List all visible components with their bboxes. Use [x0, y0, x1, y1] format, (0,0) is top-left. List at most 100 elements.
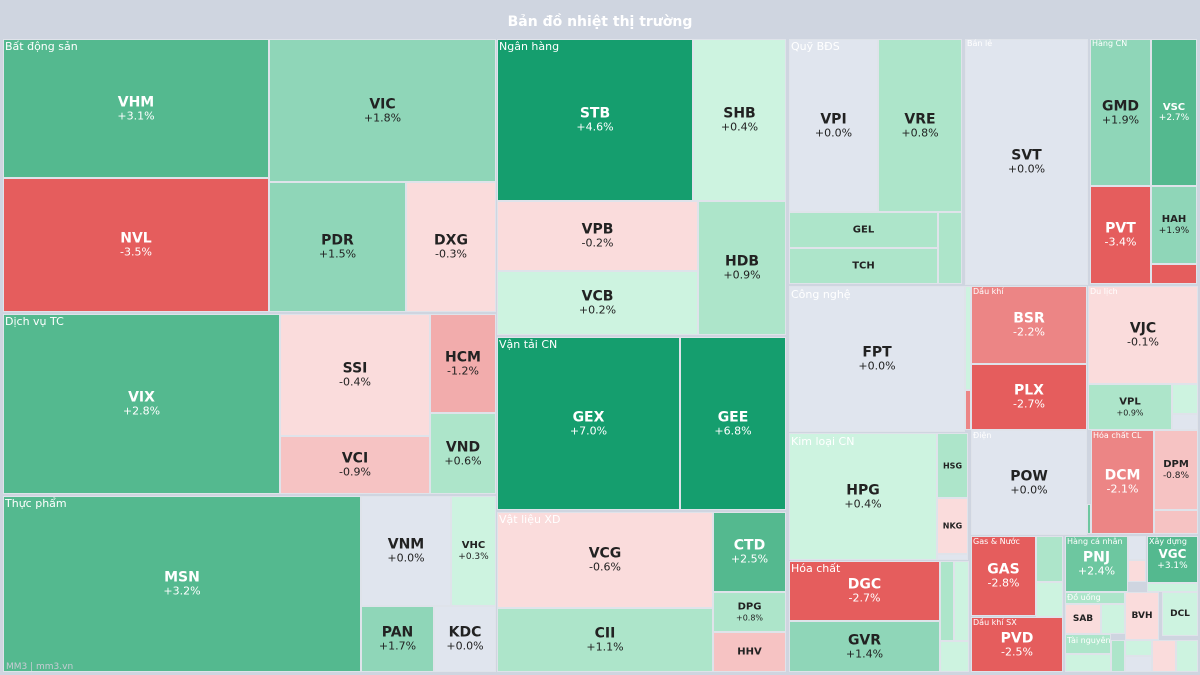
- stock-tile-vpi[interactable]: VPI +0.0%: [789, 39, 878, 212]
- minor-stock-tile: [1036, 536, 1063, 582]
- stock-tile-plx[interactable]: PLX -2.7%: [971, 364, 1087, 430]
- stock-tile-bvh[interactable]: BVH: [1125, 592, 1159, 640]
- stock-tile-vcg[interactable]: VCG -0.6%: [497, 512, 713, 608]
- stock-tile-msn[interactable]: MSN +3.2%: [3, 496, 361, 672]
- stock-tile-gvr[interactable]: GVR +1.4%: [789, 621, 940, 672]
- stock-tile-vhm[interactable]: VHM +3.1%: [3, 39, 269, 178]
- stock-tile-cii[interactable]: CII +1.1%: [497, 608, 713, 672]
- ticker-label: VNM: [387, 536, 425, 553]
- ticker-label: VHM: [117, 94, 155, 111]
- stock-tile-tch[interactable]: TCH: [789, 248, 938, 284]
- stock-tile-content: PVD -2.5%: [972, 630, 1062, 659]
- ticker-label: HDB: [724, 253, 759, 270]
- change-label: +1.5%: [318, 247, 357, 261]
- ticker-label: HCM: [445, 349, 481, 366]
- stock-tile-pnj[interactable]: PNJ +2.4%: [1065, 536, 1128, 592]
- ticker-label: GEL: [852, 224, 875, 236]
- stock-tile-dcl[interactable]: DCL: [1162, 592, 1198, 636]
- stock-tile-ctd[interactable]: CTD +2.5%: [713, 512, 786, 592]
- ticker-label: DPG: [737, 601, 762, 613]
- stock-tile-content: GAS -2.8%: [972, 562, 1035, 591]
- minor-stock-tile: [1154, 510, 1198, 534]
- ticker-label: MSN: [164, 569, 200, 586]
- change-label: -2.8%: [987, 576, 1020, 590]
- stock-tile-gmd[interactable]: GMD +1.9%: [1090, 39, 1151, 186]
- stock-tile-dpg[interactable]: DPG +0.8%: [713, 592, 786, 632]
- stock-tile-hsg[interactable]: HSG: [937, 433, 968, 498]
- stock-tile-sab[interactable]: SAB: [1065, 604, 1101, 634]
- minor-stock-tile: [965, 390, 971, 430]
- change-label: +0.0%: [1007, 162, 1046, 176]
- ticker-label: GMD: [1101, 98, 1140, 115]
- stock-tile-vpb[interactable]: VPB -0.2%: [497, 201, 698, 271]
- change-label: -2.7%: [1013, 397, 1045, 411]
- minor-stock-tile: [965, 286, 971, 390]
- stock-tile-pvt[interactable]: PVT -3.4%: [1090, 186, 1151, 284]
- change-label: +2.8%: [122, 404, 161, 418]
- stock-tile-vci[interactable]: VCI -0.9%: [280, 436, 430, 494]
- stock-tile-hpg[interactable]: HPG +0.4%: [789, 433, 937, 560]
- ticker-label: NKG: [942, 521, 963, 531]
- stock-tile-hah[interactable]: HAH +1.9%: [1151, 186, 1197, 264]
- ticker-label: PLX: [1014, 382, 1044, 399]
- stock-tile-dpm[interactable]: DPM -0.8%: [1154, 430, 1198, 510]
- stock-tile-gel[interactable]: GEL: [789, 212, 938, 248]
- stock-tile-ssi[interactable]: SSI -0.4%: [280, 314, 430, 436]
- stock-tile-gex[interactable]: GEX +7.0%: [497, 337, 680, 510]
- stock-tile-content: VRE +0.8%: [879, 111, 961, 140]
- stock-tile-vjc[interactable]: VJC -0.1%: [1088, 286, 1198, 384]
- change-label: -3.5%: [120, 245, 152, 259]
- stock-tile-pdr[interactable]: PDR +1.5%: [269, 182, 406, 312]
- stock-tile-vgc[interactable]: VGC +3.1%: [1147, 536, 1198, 583]
- stock-tile-content: HHV: [714, 646, 785, 658]
- stock-tile-hcm[interactable]: HCM -1.2%: [430, 314, 496, 413]
- change-label: -0.4%: [339, 375, 371, 389]
- stock-tile-bsr[interactable]: BSR -2.2%: [971, 286, 1087, 364]
- ticker-label: PDR: [321, 232, 354, 249]
- stock-tile-content: GMD +1.9%: [1091, 98, 1150, 127]
- stock-tile-content: SAB: [1066, 614, 1100, 624]
- stock-tile-nkg[interactable]: NKG: [937, 498, 968, 554]
- stock-tile-vnd[interactable]: VND +0.6%: [430, 413, 496, 494]
- stock-tile-svt[interactable]: SVT +0.0%: [965, 39, 1088, 285]
- stock-tile-vhc[interactable]: VHC +0.3%: [451, 496, 496, 606]
- stock-tile-hdb[interactable]: HDB +0.9%: [698, 201, 786, 335]
- stock-tile-hhv[interactable]: HHV: [713, 632, 786, 672]
- change-label: -0.9%: [339, 465, 371, 479]
- stock-tile-shb[interactable]: SHB +0.4%: [693, 39, 786, 201]
- stock-tile-vnm[interactable]: VNM +0.0%: [361, 496, 451, 606]
- stock-tile-vre[interactable]: VRE +0.8%: [878, 39, 962, 212]
- stock-tile-vcb[interactable]: VCB +0.2%: [497, 271, 698, 335]
- stock-tile-content: VHM +3.1%: [4, 94, 268, 123]
- change-label: +0.0%: [858, 359, 896, 373]
- stock-tile-content: DPG +0.8%: [714, 602, 785, 623]
- stock-tile-dcm[interactable]: DCM -2.1%: [1091, 430, 1154, 534]
- stock-tile-content: TCH: [790, 260, 937, 272]
- stock-tile-content: VND +0.6%: [431, 439, 495, 468]
- stock-tile-gas[interactable]: GAS -2.8%: [971, 536, 1036, 616]
- ticker-label: VSC: [1162, 101, 1186, 113]
- stock-tile-dxg[interactable]: DXG -0.3%: [406, 182, 496, 312]
- stock-tile-dgc[interactable]: DGC -2.7%: [789, 561, 940, 621]
- stock-tile-pan[interactable]: PAN +1.7%: [361, 606, 434, 672]
- stock-tile-stb[interactable]: STB +4.6%: [497, 39, 693, 201]
- stock-tile-pvd[interactable]: PVD -2.5%: [971, 617, 1063, 672]
- change-label: +0.0%: [446, 639, 484, 653]
- change-label: +3.2%: [163, 584, 201, 598]
- stock-tile-nvl[interactable]: NVL -3.5%: [3, 178, 269, 312]
- stock-tile-vic[interactable]: VIC +1.8%: [269, 39, 496, 182]
- stock-tile-pow[interactable]: POW +0.0%: [971, 430, 1087, 535]
- change-label: -2.7%: [848, 591, 881, 605]
- stock-tile-gee[interactable]: GEE +6.8%: [680, 337, 786, 510]
- stock-tile-vsc[interactable]: VSC +2.7%: [1151, 39, 1197, 186]
- ticker-label: VCB: [581, 288, 614, 305]
- treemap: VHM +3.1% VIC +1.8% NVL -3.5% PDR +1.5% DXG -0.3%…: [0, 37, 1200, 675]
- stock-tile-fpt[interactable]: FPT +0.0%: [789, 286, 965, 432]
- change-label: +0.0%: [387, 551, 425, 565]
- stock-tile-vix[interactable]: VIX +2.8%: [3, 314, 280, 494]
- ticker-label: HAH: [1161, 214, 1187, 226]
- stock-tile-kdc[interactable]: KDC +0.0%: [434, 606, 496, 672]
- change-label: +0.8%: [901, 126, 939, 140]
- stock-tile-vpl[interactable]: VPL +0.9%: [1088, 384, 1172, 430]
- change-label: +1.1%: [586, 640, 624, 654]
